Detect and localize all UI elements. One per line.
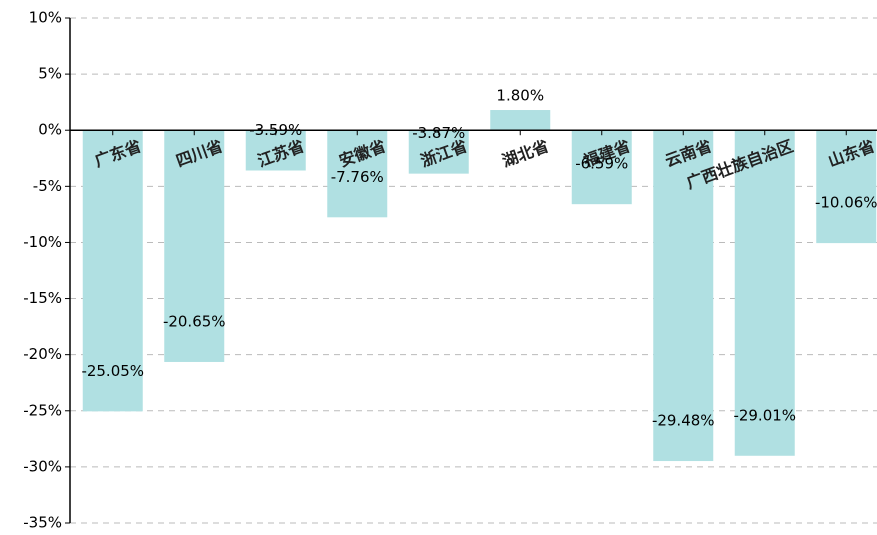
y-tick-label: -25% [23, 401, 62, 419]
y-tick-label: -35% [23, 514, 62, 532]
bar [327, 130, 388, 218]
bar [571, 130, 632, 205]
y-tick-label: 0% [38, 121, 62, 139]
bar [82, 130, 143, 412]
x-tick-label: 湖北省 [500, 136, 552, 170]
value-label: -3.59% [249, 121, 302, 139]
y-tick-label: 5% [38, 65, 62, 83]
value-label: -7.76% [331, 168, 384, 186]
y-tick-label: 10% [29, 9, 62, 27]
bar [490, 110, 551, 131]
value-label: -29.48% [652, 412, 715, 430]
bar [245, 130, 306, 171]
value-label: -10.06% [815, 194, 877, 212]
bar [164, 130, 225, 362]
bar [816, 130, 877, 244]
y-tick-label: -30% [23, 457, 62, 475]
bar [408, 130, 469, 174]
bar [653, 130, 714, 462]
value-label: -6.59% [575, 155, 628, 173]
value-label: 1.80% [496, 87, 544, 105]
y-tick-label: -20% [23, 345, 62, 363]
y-tick-label: -5% [33, 177, 62, 195]
y-tick-label: -10% [23, 233, 62, 251]
value-label: -29.01% [733, 406, 796, 424]
y-tick-label: -15% [23, 289, 62, 307]
value-label: -20.65% [163, 312, 226, 330]
value-label: -25.05% [81, 362, 144, 380]
bar [734, 130, 795, 456]
value-label: -3.87% [412, 124, 465, 142]
